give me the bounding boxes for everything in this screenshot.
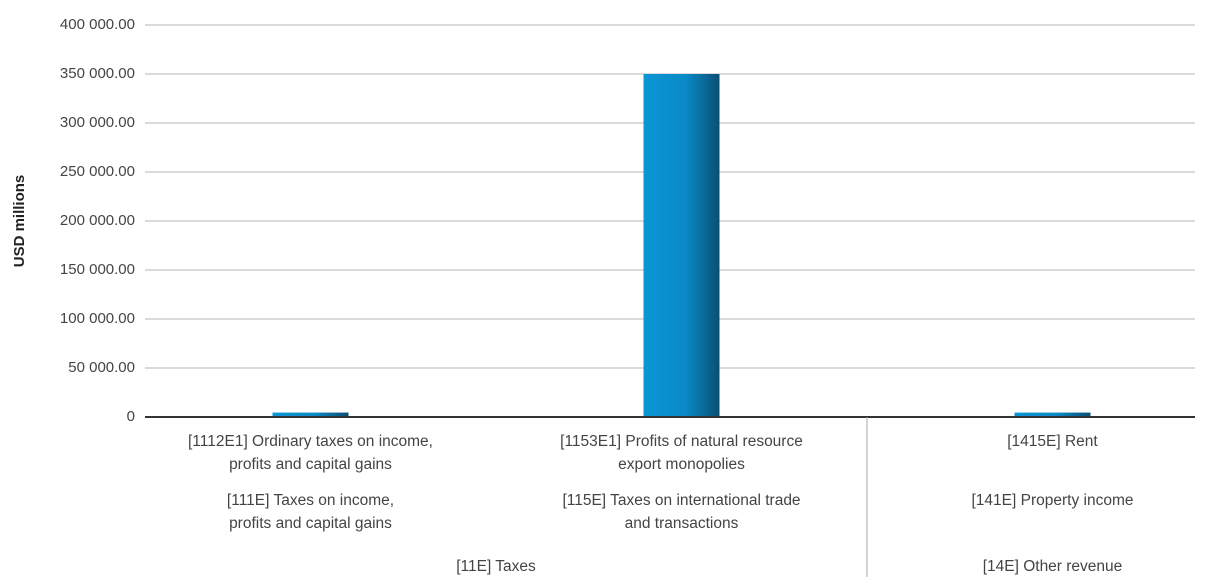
y-tick-label: 50 000.00	[68, 359, 135, 376]
y-tick-label: 100 000.00	[60, 310, 135, 327]
x-supergroup-label: [14E] Other revenue	[982, 558, 1123, 575]
bar	[643, 74, 720, 417]
x-group-label: [115E] Taxes on international trade and …	[562, 492, 801, 532]
y-tick-label: 250 000.00	[60, 163, 135, 180]
y-tick-label: 150 000.00	[60, 261, 135, 278]
y-tick-label: 300 000.00	[60, 114, 135, 131]
y-tick-label: 200 000.00	[60, 212, 135, 229]
x-tick-label: [1153E1] Profits of natural resource exp…	[560, 433, 803, 473]
x-supergroup-label: [11E] Taxes	[456, 558, 536, 575]
bar	[1014, 412, 1091, 417]
x-group-label: [141E] Property income	[971, 492, 1134, 509]
y-tick-label: 400 000.00	[60, 16, 135, 33]
x-group-label: [111E] Taxes on income, profits and capi…	[226, 492, 395, 532]
y-tick-label: 350 000.00	[60, 65, 135, 82]
x-tick-label: [1415E] Rent	[1007, 433, 1098, 450]
bar	[272, 412, 349, 417]
y-tick-label: 0	[127, 408, 135, 425]
y-axis-label: USD millions	[11, 175, 28, 268]
x-tick-label: [1112E1] Ordinary taxes on income, profi…	[188, 433, 433, 473]
